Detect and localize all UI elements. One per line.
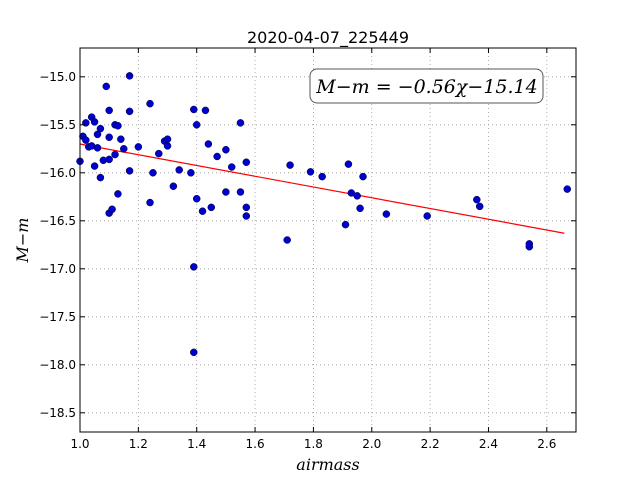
data-point	[125, 167, 134, 175]
data-point	[108, 205, 116, 214]
data-point	[423, 212, 431, 220]
data-point	[96, 124, 105, 133]
x-tick-label: 1.2	[129, 437, 148, 451]
data-point	[359, 172, 367, 181]
data-point	[93, 144, 102, 152]
x-tick-label: 2.4	[479, 437, 498, 451]
data-point	[236, 119, 245, 127]
x-tick-label: 2.2	[421, 437, 440, 451]
data-point	[318, 172, 326, 181]
data-point	[149, 169, 157, 177]
data-point	[283, 236, 291, 244]
y-axis-label: M−m	[13, 218, 32, 264]
data-point	[169, 182, 178, 190]
y-tick-label: −17.0	[39, 262, 76, 276]
data-point	[222, 146, 230, 154]
chart-title: 2020-04-07_225449	[247, 28, 409, 48]
data-point	[146, 198, 154, 207]
data-point	[356, 204, 364, 213]
data-point	[114, 122, 122, 130]
fit-equation: M−m = −0.56χ−15.14	[315, 76, 537, 98]
annotation-box: M−m = −0.56χ−15.14	[309, 68, 544, 104]
data-point	[382, 210, 391, 218]
data-point	[242, 203, 251, 212]
data-point	[190, 105, 198, 114]
y-tick-label: −15.0	[39, 70, 76, 84]
data-point	[353, 192, 361, 200]
data-point	[190, 263, 198, 271]
data-point	[341, 220, 350, 229]
data-point	[125, 72, 134, 80]
data-point	[201, 106, 210, 115]
data-point	[90, 162, 99, 170]
data-point	[105, 106, 113, 115]
data-point	[125, 107, 134, 116]
data-point	[155, 149, 163, 158]
data-point	[192, 194, 201, 203]
data-point	[242, 158, 251, 166]
data-point	[475, 202, 484, 211]
x-tick-label: 2.0	[362, 437, 381, 451]
data-point	[227, 163, 236, 171]
y-tick-label: −15.5	[39, 118, 76, 132]
x-tick-label: 1.6	[246, 437, 265, 451]
data-point	[146, 99, 154, 108]
x-tick-label: 1.4	[187, 437, 206, 451]
y-tick-label: −18.0	[39, 358, 76, 372]
data-point	[114, 190, 122, 198]
data-point	[525, 240, 534, 248]
data-point	[163, 135, 172, 143]
data-point	[286, 161, 294, 169]
data-point	[90, 118, 99, 126]
data-point	[120, 145, 128, 153]
data-point	[163, 142, 172, 150]
data-point	[105, 155, 113, 164]
data-point	[96, 173, 105, 182]
data-point	[187, 169, 195, 177]
data-point	[306, 168, 315, 176]
data-point	[563, 185, 571, 193]
x-tick-label: 2.6	[537, 437, 556, 451]
data-point	[105, 133, 113, 142]
fit-line	[79, 143, 565, 234]
data-point	[198, 207, 207, 215]
data-point	[242, 212, 251, 220]
data-point	[111, 150, 119, 159]
grid	[79, 48, 576, 432]
data-point	[192, 121, 201, 129]
ticks: 1.0 1.2 1.4 1.6 1.8 2.0 2.2 2.4 2.6 −15.0 −15.5 −16…	[39, 48, 576, 451]
fit-line-group	[79, 143, 565, 234]
data-point	[175, 166, 183, 174]
data-point	[82, 119, 90, 127]
x-tick-label: 1.0	[70, 437, 89, 451]
data-point	[190, 348, 198, 357]
data-point	[204, 140, 213, 148]
data-point	[117, 135, 125, 143]
data-point	[207, 203, 216, 212]
y-tick-label: −17.5	[39, 310, 76, 324]
plot-frame	[79, 47, 577, 433]
x-tick-label: 1.8	[304, 437, 323, 451]
x-axis-label: airmass	[296, 455, 359, 474]
data-point	[344, 160, 353, 168]
data-point	[102, 82, 111, 91]
y-tick-label: −18.5	[39, 406, 76, 420]
data-point	[473, 195, 481, 204]
y-tick-label: −16.5	[39, 214, 76, 228]
data-point	[236, 188, 245, 196]
data-point	[222, 188, 230, 196]
y-tick-label: −16.0	[39, 166, 76, 180]
data-point	[213, 152, 221, 161]
data-point	[134, 143, 143, 151]
data-points	[76, 72, 571, 357]
data-point	[82, 136, 90, 144]
